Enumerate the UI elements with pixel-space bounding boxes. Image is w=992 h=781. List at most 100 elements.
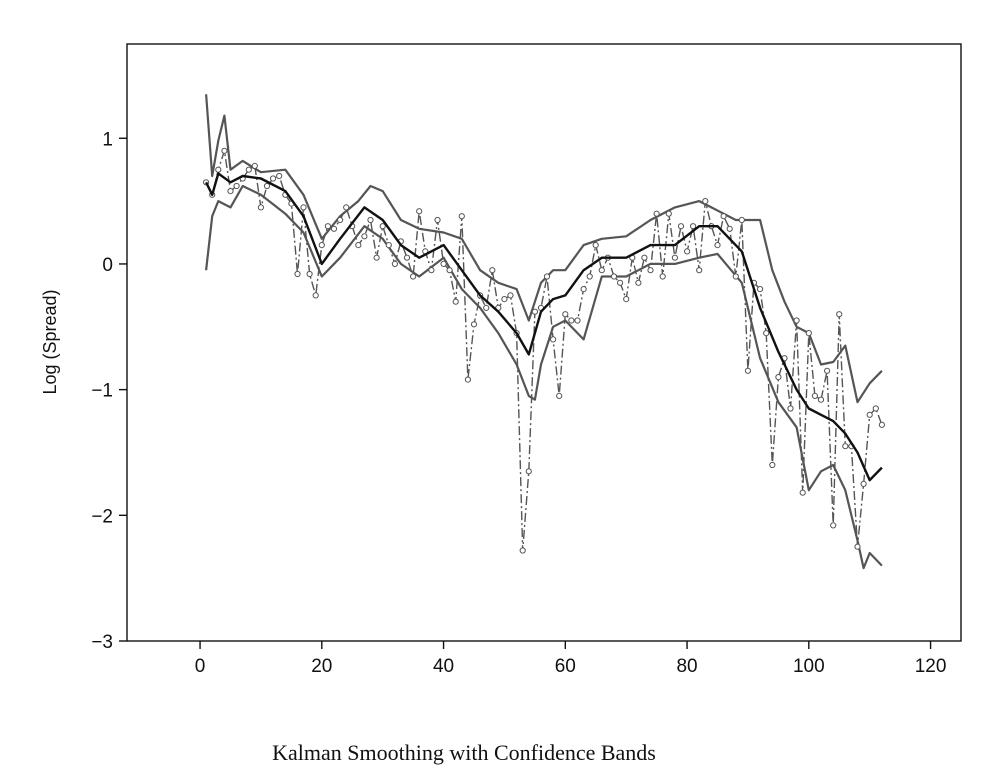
observed-point (854, 543, 861, 550)
observed-point (391, 260, 398, 267)
observed-point (610, 273, 618, 280)
observed-point (270, 175, 277, 182)
observed-point (696, 267, 703, 274)
observed-point (294, 270, 301, 278)
observed-point (574, 317, 581, 324)
observed-point (872, 405, 879, 412)
observed-point (769, 461, 776, 469)
observed-point (458, 213, 465, 220)
observed-point (434, 216, 441, 224)
observed-point (866, 411, 873, 418)
observed-point (659, 273, 666, 280)
observed-point (501, 296, 508, 303)
observed-point (653, 210, 660, 217)
observed-point (641, 254, 648, 261)
observed-point (489, 267, 496, 274)
x-tick-label-1: 20 (311, 656, 332, 677)
y-tick-label-0: 1 (102, 129, 113, 150)
observed-point (592, 242, 599, 249)
observed-point (470, 321, 478, 328)
observed-point (416, 208, 423, 215)
observed-point (276, 172, 283, 180)
observed-point (738, 216, 745, 224)
chart-caption: Kalman Smoothing with Confidence Bands (272, 740, 656, 765)
x-tick-label-4: 80 (676, 656, 697, 677)
observed-point (373, 254, 380, 261)
observed-point (525, 468, 532, 475)
observed-point (817, 396, 825, 403)
observed-point (714, 242, 721, 249)
observed-point (842, 443, 849, 450)
observed-point (690, 223, 697, 230)
observed-point (568, 317, 575, 324)
observed-point (598, 267, 605, 274)
x-tick-label-5: 100 (793, 656, 825, 677)
observed-point (403, 254, 411, 261)
x-tick-label-0: 0 (195, 656, 206, 677)
observed-point (483, 304, 490, 311)
observed-point (245, 166, 252, 173)
observed-point (720, 213, 727, 220)
observed-point (343, 204, 350, 211)
observed-point (446, 267, 453, 274)
observed-point (550, 336, 557, 343)
y-axis-label: Log (Spread) (40, 289, 60, 394)
observed-point (684, 248, 691, 255)
observed-point (531, 308, 539, 315)
plot-frame (126, 43, 962, 642)
observed-point (671, 254, 679, 261)
observed-point (763, 330, 770, 337)
x-tick-label-2: 40 (433, 656, 454, 677)
observed-point (860, 480, 867, 487)
observed-point (507, 292, 514, 299)
observed-point (665, 210, 672, 217)
observed-point (617, 279, 624, 286)
series-observed-dashdot-with-circles (205, 150, 883, 552)
y-tick-label-4: −3 (91, 632, 113, 653)
observed-point (215, 166, 222, 173)
observed-point (221, 147, 228, 154)
observed-point (787, 405, 794, 412)
x-tick-label-6: 120 (915, 656, 947, 677)
observed-point (410, 273, 417, 280)
y-axis: 1 0 −1 −2 −3 (91, 129, 127, 653)
observed-point (726, 225, 733, 232)
observed-point (824, 367, 831, 374)
observed-point (702, 198, 709, 205)
observed-point (562, 311, 569, 318)
observed-point (464, 376, 471, 383)
observed-point (263, 182, 271, 190)
observed-point (799, 489, 806, 496)
series-layer (203, 94, 886, 570)
observed-point (878, 421, 886, 428)
observed-point (836, 311, 843, 318)
observed-point (580, 286, 587, 293)
observed-point (793, 317, 800, 324)
observed-point (586, 273, 593, 280)
x-tick-label-3: 60 (555, 656, 576, 677)
observed-point (233, 182, 240, 190)
observed-point (428, 267, 435, 274)
x-axis: 0 20 40 60 80 100 120 (195, 641, 947, 677)
observed-point (379, 223, 386, 230)
series-smoothed (205, 172, 883, 482)
observed-point (227, 188, 234, 195)
observed-point (367, 216, 374, 224)
observed-point (757, 286, 764, 293)
observed-point (830, 522, 837, 529)
y-tick-label-3: −2 (91, 506, 113, 527)
observed-point (300, 204, 307, 211)
observed-point (355, 242, 362, 249)
observed-point (337, 216, 344, 224)
observed-point (635, 279, 642, 286)
y-tick-label-2: −1 (91, 381, 113, 402)
series-lower-band (205, 184, 883, 570)
observed-point (677, 223, 685, 230)
y-tick-label-1: 0 (102, 255, 113, 276)
observed-point (361, 233, 368, 240)
observed-point (257, 204, 264, 211)
observed-point (775, 374, 782, 381)
observed-point (647, 267, 654, 274)
observed-point (452, 298, 459, 305)
